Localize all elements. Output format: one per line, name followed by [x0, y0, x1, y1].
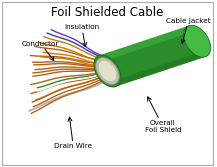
- Polygon shape: [99, 26, 192, 62]
- Ellipse shape: [184, 25, 211, 57]
- Text: Foil Shielded Cable: Foil Shielded Cable: [51, 7, 164, 20]
- Text: Drain Wire: Drain Wire: [54, 117, 92, 149]
- Ellipse shape: [94, 55, 121, 87]
- Ellipse shape: [96, 58, 119, 85]
- Text: Cable Jacket: Cable Jacket: [166, 18, 211, 43]
- Text: Overall
Foil Shield: Overall Foil Shield: [145, 97, 181, 133]
- Polygon shape: [113, 51, 205, 87]
- Text: Insulation: Insulation: [64, 24, 99, 47]
- Text: Conductor: Conductor: [22, 41, 59, 61]
- Polygon shape: [99, 26, 205, 87]
- Ellipse shape: [98, 60, 117, 82]
